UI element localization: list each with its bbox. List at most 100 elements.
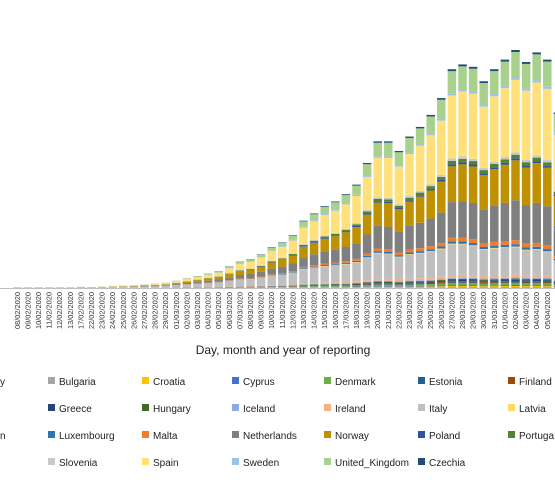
bar-segment-hungary (490, 279, 499, 281)
x-tick-label: 21/03/2020 (384, 292, 393, 329)
bar-segment-denmark (299, 286, 308, 287)
bar-segment-portugal (352, 224, 361, 227)
bar-segment-spain (415, 145, 425, 191)
x-tick-label: 18/03/2020 (352, 292, 361, 329)
bar-segment-czechia (331, 201, 340, 203)
bar-segment-finland (394, 283, 404, 285)
bar-segment-denmark (405, 284, 414, 286)
bar-segment-norway (214, 277, 223, 280)
bar-segment-italy (511, 247, 520, 275)
bar-segment-spain (161, 283, 170, 285)
bar-segment-czechia (447, 69, 457, 72)
legend-swatch (232, 458, 239, 465)
bar-segment-ireland (405, 278, 414, 281)
bar-segment-bulgaria (479, 287, 488, 288)
bar-segment-cyprus (362, 286, 372, 287)
bar-segment-italy (500, 247, 510, 276)
bar-segment-netherlands (150, 285, 160, 287)
bar-segment-slovenia (553, 190, 555, 192)
bar-segment-finland (458, 281, 467, 283)
bar-segment-netherlands (352, 243, 361, 259)
bar-segment-latvia (543, 251, 552, 253)
x-tick-label: 17/03/2020 (341, 292, 350, 329)
bar-segment-netherlands (415, 222, 425, 249)
bar-segment-sweden (373, 156, 382, 158)
bar-segment-sweden (405, 152, 414, 155)
bar-segment-sweden (362, 175, 372, 177)
bar-segment-malta (553, 256, 555, 259)
bar-segment-malta (288, 271, 298, 273)
bar-segment-sweden (299, 226, 308, 228)
bar-segment-sweden (479, 104, 488, 107)
x-tick-label: 05/03/2020 (214, 292, 223, 329)
bar-segment-netherlands (437, 212, 446, 244)
bar-segment-luxembourg (553, 258, 555, 261)
bar-segment-spain (331, 210, 340, 233)
bar-segment-estonia (500, 282, 510, 284)
bar-segment-norway (161, 284, 170, 286)
bar-segment-luxembourg (341, 262, 351, 264)
x-tick-label: 31/03/2020 (490, 292, 499, 329)
bar-segment-spain (214, 272, 223, 277)
bar-segment-ireland (352, 281, 361, 283)
legend-label-slovenia: Slovenia (59, 458, 98, 469)
bar-segment-cyprus (437, 285, 446, 287)
bar-segment-italy (278, 274, 287, 285)
bar-segment-norway (511, 160, 520, 201)
bar-segment-iceland (341, 283, 351, 284)
bar-segment-iceland (447, 277, 457, 279)
bar-segment-italy (225, 280, 234, 287)
bar-segment-spain (140, 284, 149, 286)
bar-segment-netherlands (532, 202, 541, 243)
legend-swatch (418, 458, 425, 465)
bar-segment-portugal (426, 186, 435, 189)
bar-segment-poland (394, 208, 404, 210)
bar-segment-spain (225, 268, 234, 274)
bar-segment-netherlands (225, 277, 234, 281)
x-tick-label: 11/03/2020 (278, 292, 287, 328)
bar-segment-spain (437, 120, 446, 175)
bar-segment-estonia (468, 282, 478, 284)
bar-segment-luxembourg (331, 264, 340, 266)
bar-segment-finland (511, 280, 520, 283)
bar-segment-slovenia (415, 190, 425, 193)
bar-segment-bulgaria (405, 287, 414, 288)
bar-segment-iceland (511, 277, 520, 279)
bar-segment-poland (373, 201, 382, 203)
bar-segment-latvia (532, 249, 541, 250)
bar-segment-cyprus (384, 285, 393, 287)
x-axis-ticks: 08/02/2020 09/02/2020 10/02/2020 11/02/2020… (13, 292, 555, 329)
bar-segment-luxembourg (447, 241, 457, 244)
bar-segment-ireland (468, 275, 478, 278)
bar-segment-malta (352, 258, 361, 261)
bar-segment-spain (373, 157, 382, 198)
bar-segment-hungary (426, 280, 435, 282)
legend-swatch (418, 431, 425, 438)
bar-segment-norway (341, 232, 351, 247)
bar-segment-bulgaria (362, 287, 372, 288)
bar-segment-malta (256, 276, 266, 278)
bar-segment-slovenia (511, 152, 520, 155)
bar-segment-finland (384, 283, 393, 285)
legend-label-hungary: Hungary (153, 404, 191, 415)
legend-label-ireland: Ireland (335, 404, 366, 415)
bar-segment-united-kingdom (553, 113, 555, 134)
bar-segment-italy (373, 253, 382, 279)
bar-segment-hungary (362, 282, 372, 284)
bar-segment-united-kingdom (203, 273, 213, 275)
bar-segment-cyprus (521, 285, 531, 287)
bar-segment-malta (309, 265, 319, 267)
bar-segment-denmark (341, 285, 351, 287)
bar-segment-latvia (458, 243, 467, 245)
bar-segment-sweden (352, 194, 361, 196)
bar-segment-bulgaria (415, 287, 425, 288)
bar-segment-ireland (288, 284, 298, 286)
bar-segment-norway (352, 226, 361, 244)
bar-segment-ireland (267, 285, 276, 286)
bar-segment-greece (331, 284, 340, 286)
x-tick-label: 06/03/2020 (225, 292, 234, 329)
bar-segment-czechia (437, 98, 446, 100)
bar-segment-spain (394, 166, 404, 205)
bar-segment-netherlands (341, 246, 351, 262)
bar-segment-italy (119, 287, 128, 288)
